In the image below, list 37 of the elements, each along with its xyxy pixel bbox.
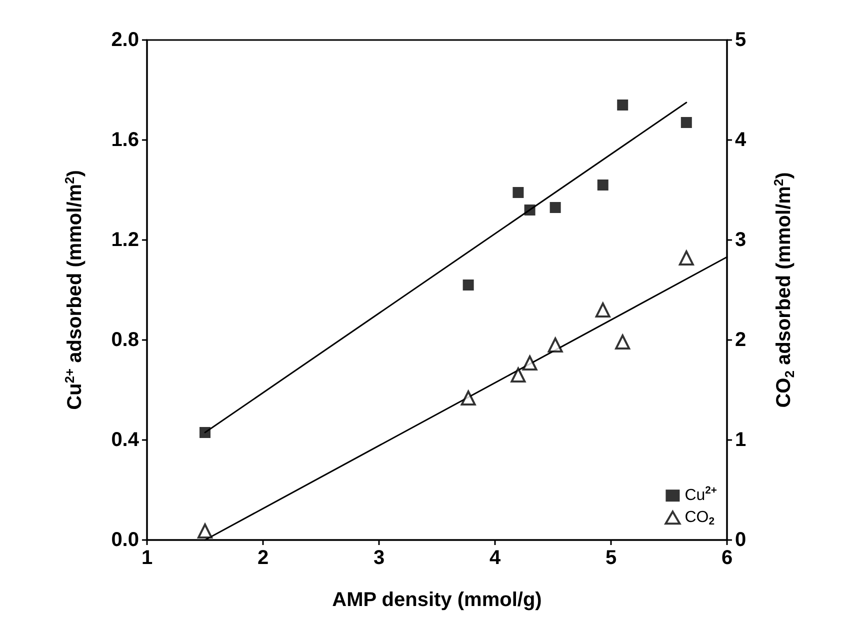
y2-tick-label: 0: [735, 529, 746, 551]
y2-tick-label: 4: [735, 129, 747, 151]
x-tick-label: 6: [721, 547, 733, 569]
y-tick-label: 0.8: [111, 329, 139, 351]
point: [550, 202, 561, 213]
point: [617, 100, 628, 110]
point: [597, 180, 608, 190]
y2-tick-label: 5: [735, 29, 746, 51]
point: [198, 524, 212, 538]
point: [524, 204, 536, 216]
x-tick-label: 5: [605, 547, 617, 569]
y2-tick-label: 2: [735, 329, 746, 351]
point: [548, 338, 563, 352]
y-tick-label: 1.2: [111, 229, 139, 251]
x-tick-label: 2: [257, 547, 269, 569]
point: [615, 334, 630, 350]
point: [512, 187, 524, 198]
point: [460, 390, 476, 406]
y-tick-label: 1.6: [111, 129, 139, 151]
y-tick-label: 2.0: [111, 29, 139, 51]
x-tick-label: 1: [141, 547, 153, 569]
x-tick-label: 4: [489, 547, 502, 569]
point: [678, 250, 694, 266]
x-tick-label: 3: [373, 547, 385, 569]
point: [522, 356, 538, 370]
point: [200, 427, 210, 438]
point: [510, 368, 526, 382]
x-axis-title: AMP density (mmol/g): [332, 589, 542, 611]
y2-tick-label: 3: [735, 229, 746, 251]
y2-tick-label: 1: [735, 429, 746, 451]
y2-axis-title: CO2 adsorbed (mmol/m2): [771, 172, 797, 408]
y-tick-label: 0.4: [111, 429, 140, 451]
y-tick-label: 0.0: [111, 529, 139, 551]
y-axis-title: Cu2+ adsorbed (mmol/m2): [62, 170, 86, 410]
point: [462, 280, 474, 290]
point: [680, 117, 692, 128]
point: [595, 302, 610, 318]
